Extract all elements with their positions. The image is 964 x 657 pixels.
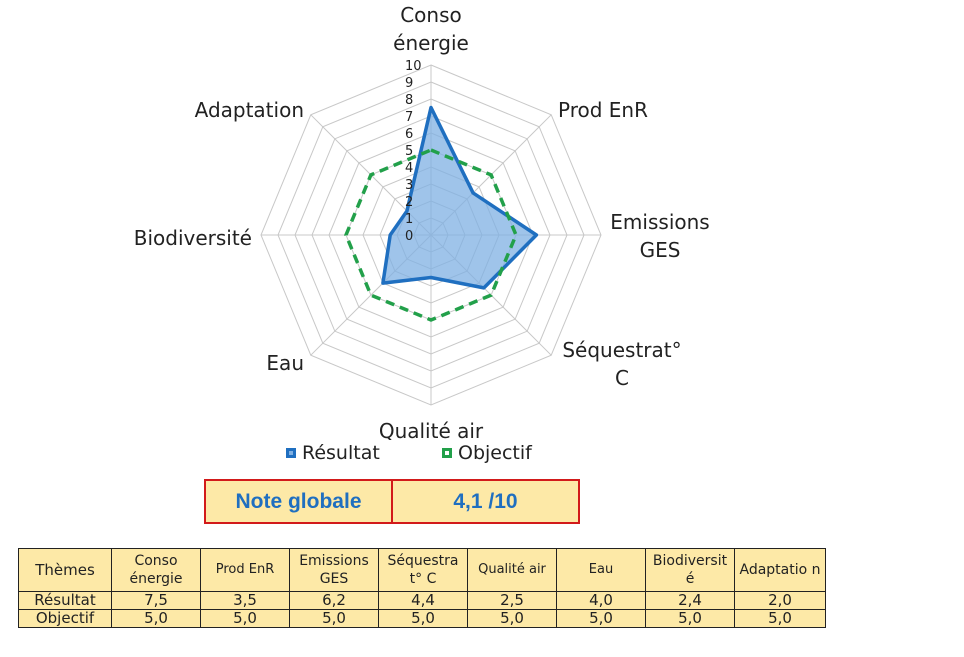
table-cell: 5,0 bbox=[200, 609, 290, 628]
radial-tick-label: 0 bbox=[405, 229, 413, 244]
table-header-cell: Qualité air bbox=[467, 548, 557, 592]
table-cell: 5,0 bbox=[467, 609, 557, 628]
table-header-cell: Adaptatio n bbox=[734, 548, 826, 592]
global-score-box: Note globale 4,1 /10 bbox=[204, 479, 580, 524]
table-cell: 5,0 bbox=[111, 609, 201, 628]
radial-tick-label: 3 bbox=[405, 178, 413, 193]
legend-item-objectif: Objectif bbox=[442, 442, 532, 464]
table-row: Objectif 5,0 5,0 5,0 5,0 5,0 5,0 5,0 5,0 bbox=[18, 609, 826, 628]
table-header-cell: Emissions GES bbox=[289, 548, 379, 592]
table-cell: 5,0 bbox=[289, 609, 379, 628]
table-cell: 5,0 bbox=[734, 609, 826, 628]
global-score-label: Note globale bbox=[206, 481, 393, 522]
radial-tick-label: 9 bbox=[405, 76, 413, 91]
table-header-cell: Séquestra t° C bbox=[378, 548, 468, 592]
table-cell: 2,4 bbox=[645, 591, 735, 610]
axis-label: Qualité air bbox=[379, 419, 484, 440]
radar-chart: 0 1 2 3 4 5 6 7 8 9 10 Conso énergie Prod EnR Emission… bbox=[134, 3, 710, 440]
table-row: Résultat 7,5 3,5 6,2 4,4 2,5 4,0 2,4 2,0 bbox=[18, 591, 826, 610]
table-cell: 4,0 bbox=[556, 591, 646, 610]
table-header-cell: Biodiversit é bbox=[645, 548, 735, 592]
table-cell: 2,0 bbox=[734, 591, 826, 610]
axis-label: Emissions GES bbox=[610, 210, 709, 262]
radial-tick-label: 10 bbox=[405, 59, 422, 74]
table-row-label: Objectif bbox=[18, 609, 112, 628]
radial-tick-label: 7 bbox=[405, 110, 413, 125]
table-header-cell: Thèmes bbox=[18, 548, 112, 592]
legend-item-resultat: Résultat bbox=[286, 442, 380, 464]
radial-tick-label: 8 bbox=[405, 93, 413, 108]
table-header-cell: Conso énergie bbox=[111, 548, 201, 592]
axis-label: Conso énergie bbox=[393, 3, 469, 55]
table-cell: 4,4 bbox=[378, 591, 468, 610]
legend-swatch-objectif bbox=[442, 448, 452, 458]
radial-tick-label: 6 bbox=[405, 127, 413, 142]
legend-label-resultat: Résultat bbox=[302, 442, 380, 464]
table-row-label: Résultat bbox=[18, 591, 112, 610]
table-cell: 7,5 bbox=[111, 591, 201, 610]
table-header-cell: Eau bbox=[556, 548, 646, 592]
axis-label: Biodiversité bbox=[134, 226, 252, 250]
table-cell: 5,0 bbox=[378, 609, 468, 628]
table-cell: 5,0 bbox=[645, 609, 735, 628]
axis-label: Séquestrat° C bbox=[562, 338, 681, 390]
legend-label-objectif: Objectif bbox=[458, 442, 532, 464]
series-objectif-line bbox=[344, 148, 518, 322]
radial-tick-label: 5 bbox=[405, 144, 413, 159]
table-cell: 2,5 bbox=[467, 591, 557, 610]
table-cell: 3,5 bbox=[200, 591, 290, 610]
table-header-cell: Prod EnR bbox=[200, 548, 290, 592]
legend-swatch-resultat bbox=[286, 448, 296, 458]
table-cell: 5,0 bbox=[556, 609, 646, 628]
table-cell: 6,2 bbox=[289, 591, 379, 610]
chart-legend: Résultat Objectif bbox=[286, 442, 586, 468]
axis-label: Prod EnR bbox=[558, 98, 648, 122]
axis-label: Eau bbox=[266, 351, 304, 375]
axis-label: Adaptation bbox=[195, 98, 304, 122]
radial-tick-label: 1 bbox=[405, 212, 413, 227]
radial-tick-label: 2 bbox=[405, 195, 413, 210]
table-header-row: Thèmes Conso énergie Prod EnR Emissions … bbox=[18, 548, 826, 592]
radial-tick-label: 4 bbox=[405, 161, 413, 176]
global-score-value: 4,1 /10 bbox=[453, 489, 518, 513]
scores-table: Thèmes Conso énergie Prod EnR Emissions … bbox=[18, 548, 826, 628]
